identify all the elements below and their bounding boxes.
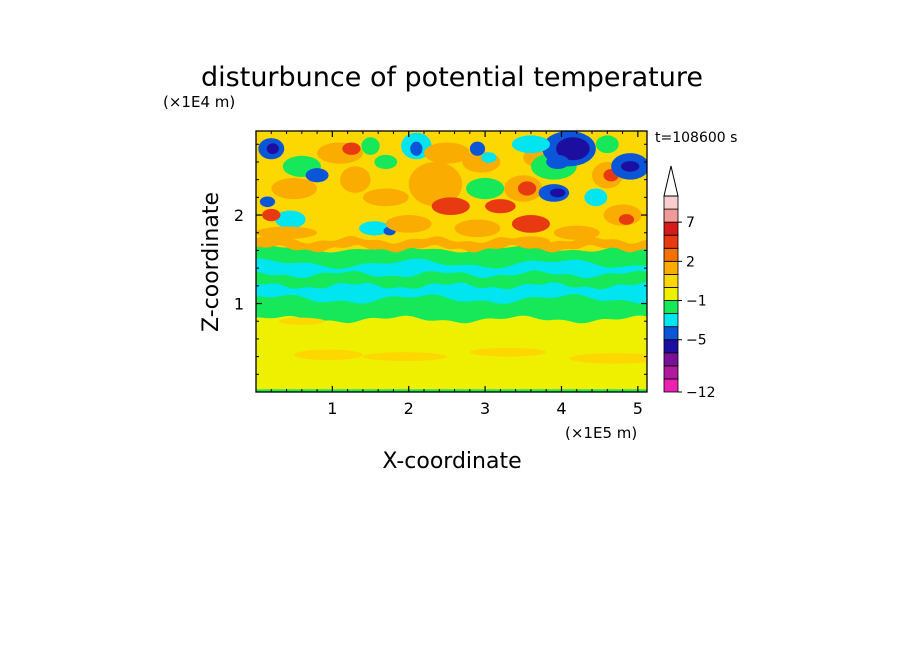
time-label: t=108600 s [655,130,737,146]
low-patch [569,353,647,364]
colorbar-segment [663,260,679,275]
low-patch [294,349,363,361]
colorbar-segment [663,273,679,288]
colorbar-segment [663,326,679,341]
low-patch [278,317,325,325]
colorbar-segment [663,313,679,328]
colorbar-segment [663,234,679,249]
contour-blob [410,141,423,156]
colorbar-tick-label: 7 [686,215,695,231]
colorbar: 7 2 −1 −5 −12 [663,165,716,401]
contour-blob [469,141,486,156]
colorbar-tick-label: −5 [686,333,707,349]
y-scale-note: (×1E4 m) [163,93,235,111]
bottom-strip [256,389,647,392]
contour-blob [259,196,276,208]
contour-blob [408,161,463,207]
colorbar-extend-arrow [663,165,679,197]
contour-blob [305,168,329,183]
contour-blob [454,219,501,238]
contour-blob [550,188,566,198]
colorbar-tick-label: −12 [686,385,716,401]
colorbar-segment [663,195,679,210]
y-tick-label: 1 [234,295,244,314]
colorbar-tick-label: −1 [686,294,707,310]
colorbar-segment [663,208,679,223]
colorbar-segment [663,300,679,314]
contour-blob [511,135,551,154]
contour-blob [556,137,590,161]
low-patch [362,352,447,362]
x-scale-note: (×1E5 m) [565,424,637,442]
x-tick-label: 4 [556,399,566,418]
contour-blob [271,177,318,200]
low-patch [469,347,547,357]
chart-title: disturbunce of potential temperature [201,62,703,93]
contour-blob [342,142,361,155]
contour-blob [546,154,570,170]
contour-blob [618,214,635,225]
x-tick-label: 1 [327,399,337,418]
contour-blob [466,177,505,200]
colorbar-tick-label: 2 [686,254,695,270]
plot-frame [255,130,648,393]
contour-blob [511,215,551,233]
contour-blob [481,152,497,163]
contour-blob [266,143,279,155]
colorbar-segment [663,247,679,262]
colorbar-segment [663,287,679,301]
x-axis-label: X-coordinate [382,449,521,474]
y-axis: 12 [234,143,647,375]
colorbar-segment [663,365,679,380]
x-tick-label: 5 [633,399,643,418]
colorbar-segment [663,339,679,354]
x-tick-label: 2 [404,399,414,418]
contour-blob [256,226,318,239]
x-axis: 1 2 3 4 5 [270,131,643,418]
contour-blob [385,215,432,233]
y-tick-label: 2 [234,206,244,225]
contour-blob [340,166,371,193]
contour-blob [431,197,470,216]
colorbar-segment [663,352,679,367]
y-axis-label: Z-coordinate [199,192,224,332]
contour-blob [584,188,608,207]
green-streak [256,270,647,290]
contour-blob [374,154,398,170]
x-tick-label: 3 [480,399,490,418]
orange-streak [256,236,647,253]
contour-blob [359,221,390,236]
colorbar-segment [663,221,679,236]
contour-blob [424,142,470,164]
contour-blob [511,236,551,247]
contour-blob [275,210,306,229]
contour-field [256,131,647,392]
colorbar-segment [663,378,679,393]
contour-blob [517,181,537,196]
contour-blob [553,225,600,240]
contour-blob [361,137,380,155]
contour-blob [362,188,409,207]
contour-blob [621,161,640,172]
contour-blob [262,208,281,222]
contour-blob [595,135,619,154]
contour-blob [485,199,516,214]
